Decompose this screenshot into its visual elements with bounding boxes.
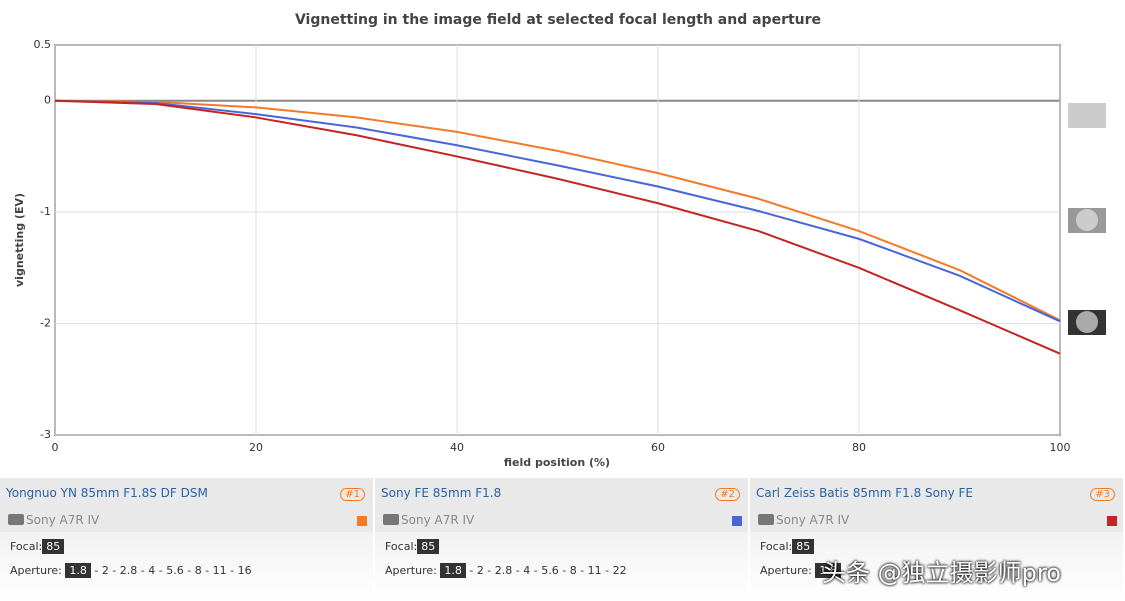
legend-swatch [357, 516, 367, 526]
aperture-option[interactable]: 5.6 [541, 564, 559, 577]
aperture-option[interactable]: 5.6 [166, 564, 184, 577]
lens-panel: Sony FE 85mm F1.8 #2 Sony A7R IV Focal: 85 Ap… [375, 478, 748, 601]
chart: Vignetting in the image field at selecte… [13, 12, 1106, 469]
aperture-separator: - [90, 564, 102, 577]
series-line [54, 99, 1061, 323]
aperture-option[interactable]: 11 [587, 564, 602, 577]
y-tick-label: 0.5 [34, 38, 52, 51]
chart-title: Vignetting in the image field at selecte… [295, 12, 821, 28]
camera: Sony A7R IV [758, 513, 849, 527]
lens-settings: Focal: 85 Aperture: 1.8 - 2 - 2.8 - 4 - 5.… [375, 532, 748, 601]
aperture-option[interactable]: 8 [194, 564, 202, 577]
y-tick-label: -2 [40, 317, 51, 330]
aperture-separator: - [155, 564, 167, 577]
legend-swatch [732, 516, 742, 526]
aperture-separator: - [137, 564, 149, 577]
legend-swatch [1107, 516, 1117, 526]
aperture-option[interactable]: 4 [523, 564, 531, 577]
focal-label: Focal: [10, 540, 43, 553]
lens-badge: #3 [1090, 488, 1115, 501]
aperture-separator: - [558, 564, 570, 577]
aperture-label: Aperture: [760, 564, 812, 577]
aperture-row: Aperture: 1.8 [760, 563, 841, 578]
aperture-separator: - [226, 564, 238, 577]
lens-badge: #2 [715, 488, 740, 501]
camera-name: Sony A7R IV [26, 513, 100, 527]
y-axis-label: vignetting (EV) [13, 193, 26, 287]
aperture-option[interactable]: 2 [101, 564, 109, 577]
aperture-separator: - [601, 564, 613, 577]
legend-label[interactable]: Yongnuo YN 85mm F1.8S DF DSM [6, 486, 208, 500]
aperture-option[interactable]: 11 [212, 564, 227, 577]
x-tick-label: 60 [651, 441, 665, 454]
aperture-option[interactable]: 22 [612, 564, 627, 577]
series-line [54, 99, 1061, 322]
series-line [54, 99, 1061, 355]
x-tick-label: 80 [852, 441, 866, 454]
plot-frame [54, 44, 1061, 436]
legend-label[interactable]: Sony FE 85mm F1.8 [381, 486, 502, 500]
aperture-separator: - [576, 564, 588, 577]
aperture-option[interactable]: 1.8 [440, 563, 466, 578]
x-tick-label: 40 [450, 441, 464, 454]
vignette-icon [1076, 209, 1098, 231]
focal-value[interactable]: 85 [42, 539, 65, 554]
aperture-option[interactable]: 2 [476, 564, 484, 577]
lens-badge: #1 [340, 488, 365, 501]
lens-panel: Carl Zeiss Batis 85mm F1.8 Sony FE #3 Sony… [750, 478, 1123, 601]
aperture-option[interactable]: 1.8 [65, 563, 91, 578]
aperture-label: Aperture: [10, 564, 62, 577]
focal-row: Focal: 85 [385, 539, 440, 554]
camera: Sony A7R IV [383, 513, 474, 527]
vignette-icon [1068, 103, 1106, 128]
aperture-option[interactable]: 16 [237, 564, 252, 577]
aperture-option[interactable]: 2.8 [119, 564, 138, 577]
focal-row: Focal: 85 [10, 539, 65, 554]
aperture-row: Aperture: 1.8 - 2 - 2.8 - 4 - 5.6 - 8 - … [385, 563, 627, 578]
focal-row: Focal: 85 [760, 539, 815, 554]
aperture-label: Aperture: [385, 564, 437, 577]
focal-value[interactable]: 85 [792, 539, 815, 554]
aperture-option[interactable]: 4 [148, 564, 156, 577]
camera-icon [758, 514, 774, 525]
camera-icon [383, 514, 399, 525]
vignette-icon [1076, 311, 1098, 333]
focal-label: Focal: [385, 540, 418, 553]
aperture-row: Aperture: 1.8 - 2 - 2.8 - 4 - 5.6 - 8 - … [10, 563, 252, 578]
x-tick-label: 0 [52, 441, 59, 454]
lens-header: Sony FE 85mm F1.8 #2 Sony A7R IV [375, 478, 748, 532]
legend-label[interactable]: Carl Zeiss Batis 85mm F1.8 Sony FE [756, 486, 973, 500]
y-tick-label: -3 [40, 428, 51, 441]
y-tick-label: -1 [40, 205, 51, 218]
aperture-separator: - [483, 564, 495, 577]
camera: Sony A7R IV [8, 513, 99, 527]
aperture-option[interactable]: 2.8 [494, 564, 513, 577]
aperture-separator: - [512, 564, 524, 577]
aperture-separator: - [108, 564, 120, 577]
x-axis-label: field position (%) [504, 456, 610, 469]
y-tick-label: 0 [44, 94, 51, 107]
focal-label: Focal: [760, 540, 793, 553]
aperture-separator: - [530, 564, 542, 577]
lens-panel: Yongnuo YN 85mm F1.8S DF DSM #1 Sony A7R I… [0, 478, 373, 601]
aperture-separator: - [183, 564, 195, 577]
camera-icon [8, 514, 24, 525]
lens-settings: Focal: 85 Aperture: 1.8 - 2 - 2.8 - 4 - 5.… [0, 532, 373, 601]
x-tick-label: 100 [1050, 441, 1071, 454]
aperture-separator: - [465, 564, 477, 577]
lens-header: Yongnuo YN 85mm F1.8S DF DSM #1 Sony A7R I… [0, 478, 373, 532]
camera-name: Sony A7R IV [776, 513, 850, 527]
x-tick-label: 20 [249, 441, 263, 454]
lens-header: Carl Zeiss Batis 85mm F1.8 Sony FE #3 Sony… [750, 478, 1123, 532]
focal-value[interactable]: 85 [417, 539, 440, 554]
aperture-option[interactable]: 8 [569, 564, 577, 577]
aperture-option[interactable]: 1.8 [815, 563, 841, 578]
watermark: 头条 @独立摄影师pro [822, 559, 1061, 587]
camera-name: Sony A7R IV [401, 513, 475, 527]
aperture-separator: - [201, 564, 213, 577]
lens-settings: Focal: 85 Aperture: 1.8 [750, 532, 1123, 601]
